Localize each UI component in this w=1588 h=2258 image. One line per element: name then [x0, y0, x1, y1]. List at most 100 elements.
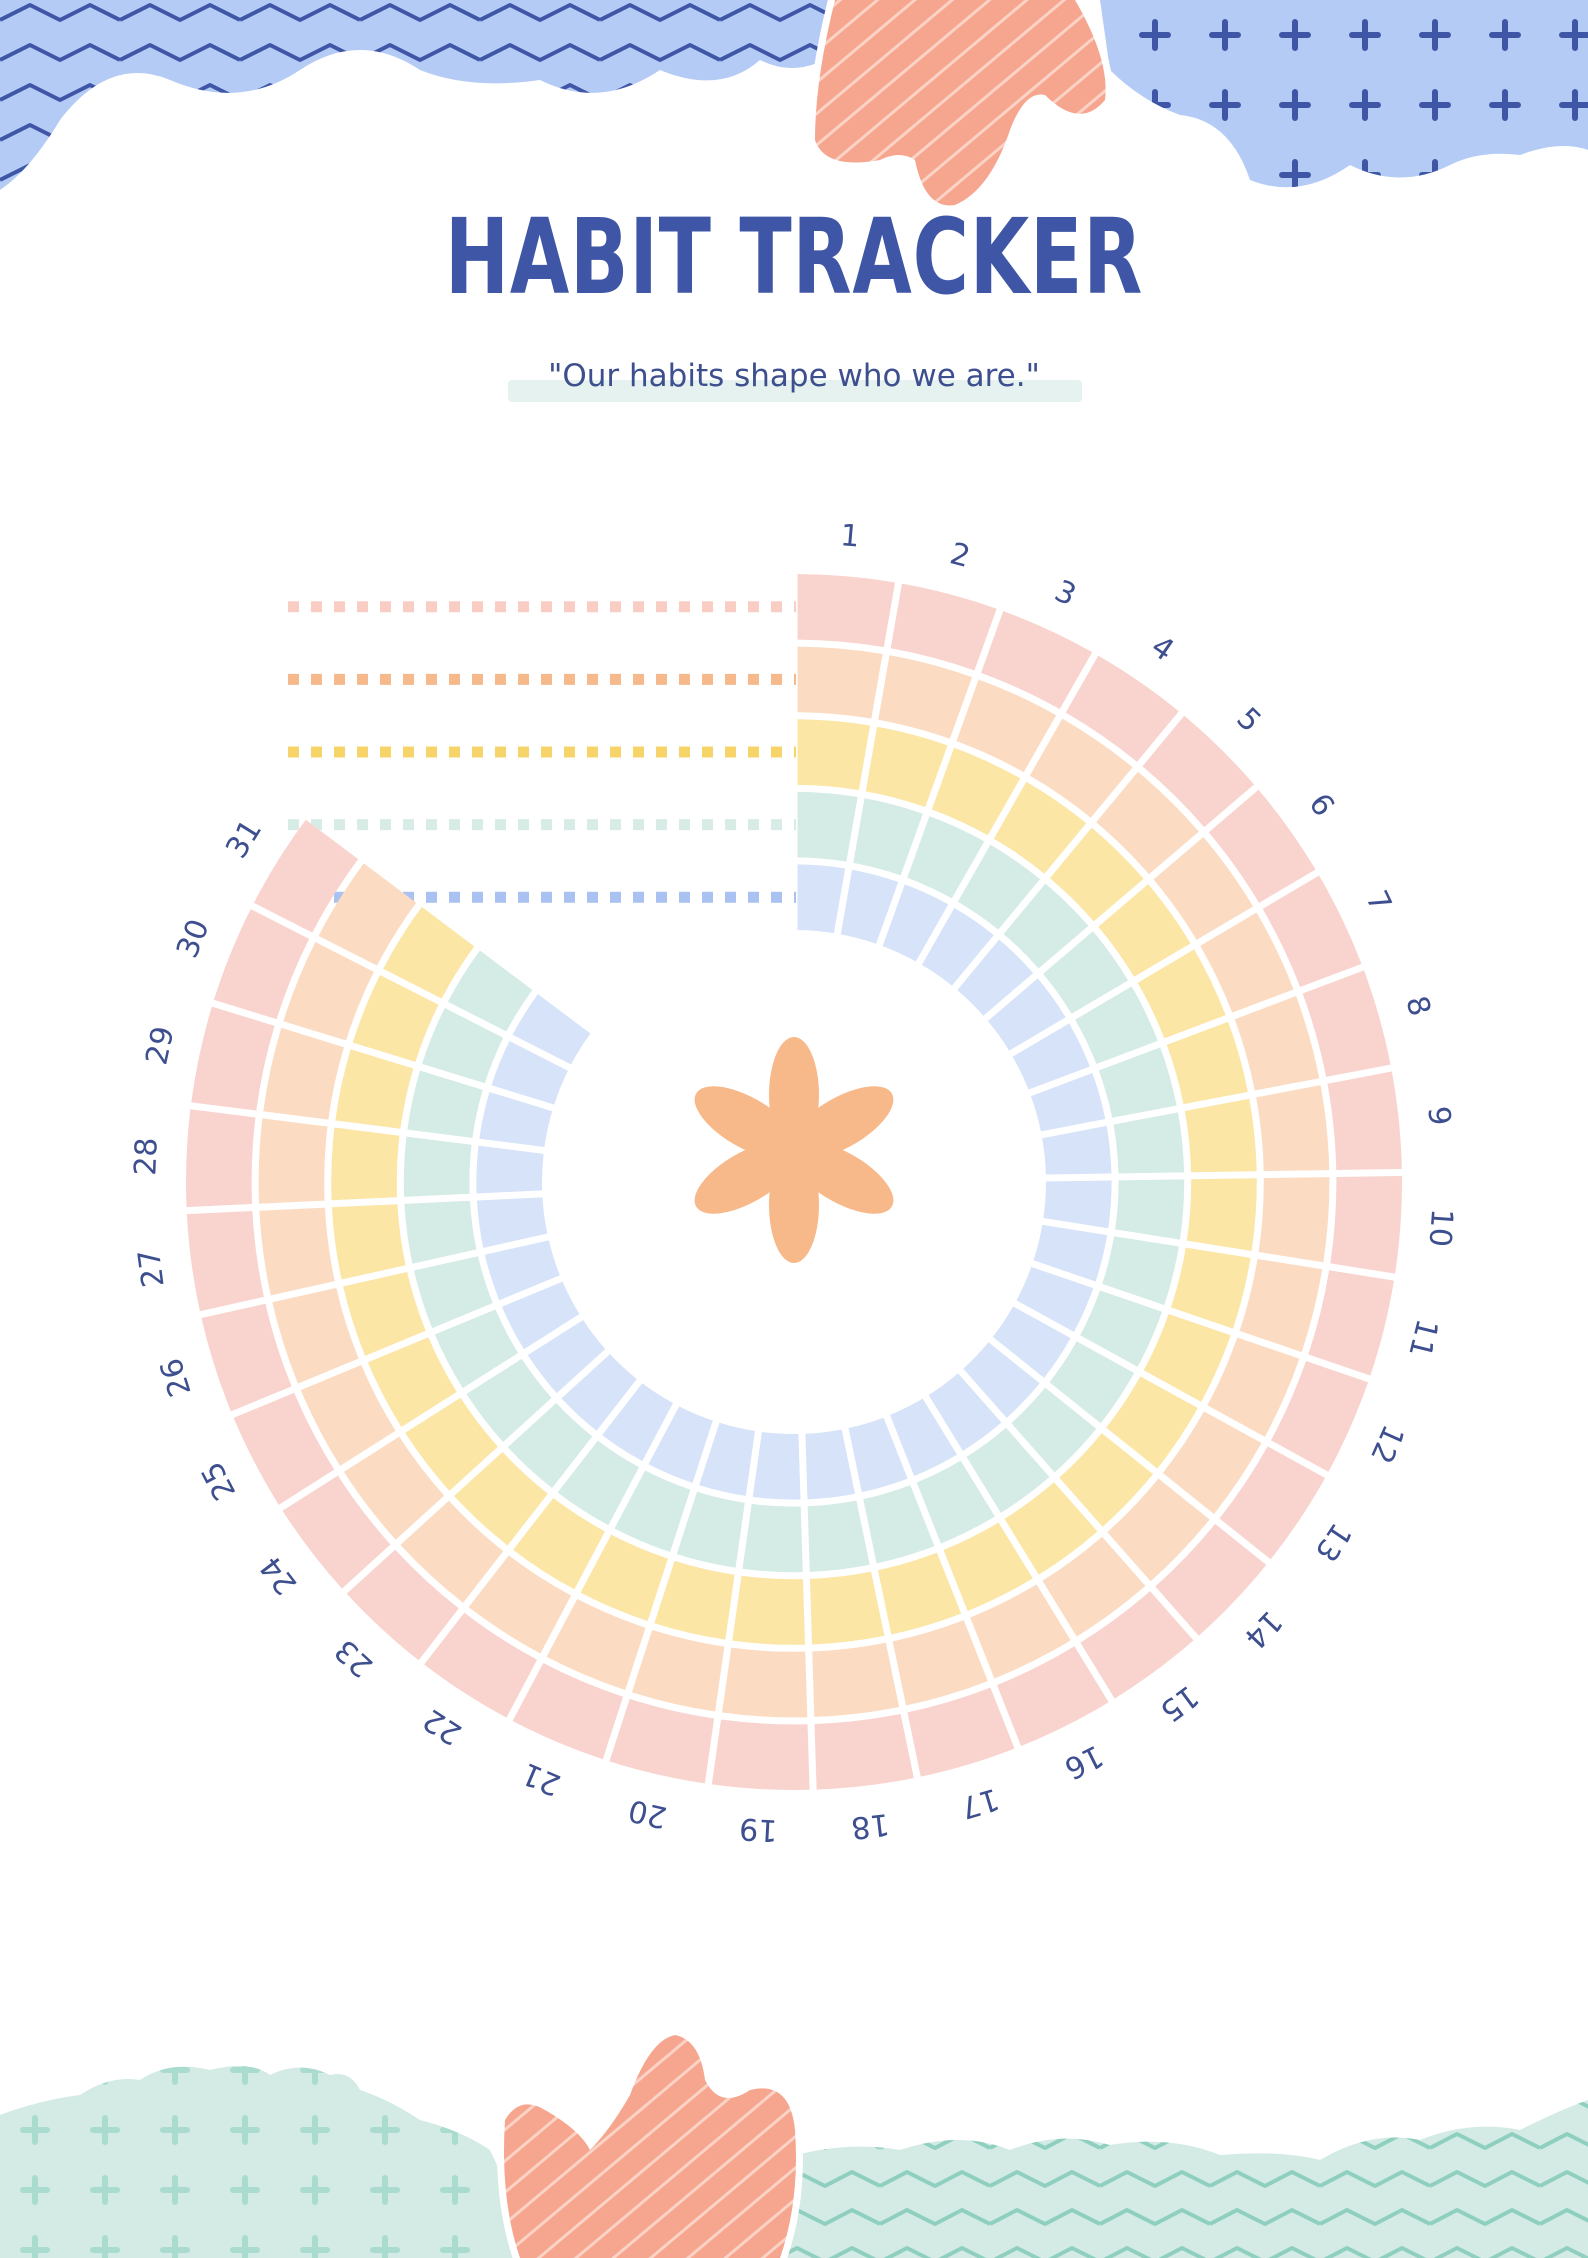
habit-cell-day-3-row-1[interactable] [981, 611, 1093, 710]
habit-cell-day-4-row-2[interactable] [1029, 718, 1133, 818]
habit-cell-day-19-row-3[interactable] [732, 1575, 806, 1645]
habit-cell-day-20-row-4[interactable] [676, 1491, 745, 1568]
habit-cell-day-28-row-1[interactable] [186, 1109, 256, 1208]
habit-cell-day-24-row-1[interactable] [282, 1475, 391, 1589]
habit-cell-day-10-row-3[interactable] [1186, 1178, 1257, 1251]
habit-cell-day-10-row-1[interactable] [1330, 1175, 1402, 1274]
habit-cell-day-29-row-2[interactable] [263, 1027, 344, 1120]
habit-cell-day-31-row-1[interactable] [253, 819, 359, 933]
habit-cell-day-18-row-3[interactable] [809, 1571, 885, 1645]
habit-cell-day-19-row-1[interactable] [711, 1719, 810, 1790]
habit-cell-day-16-row-1[interactable] [996, 1646, 1109, 1747]
habit-cell-day-27-row-3[interactable] [331, 1204, 406, 1280]
habit-cell-day-6-row-2[interactable] [1153, 836, 1254, 940]
habit-cell-day-17-row-4[interactable] [863, 1485, 935, 1564]
habit-cell-day-4-row-1[interactable] [1065, 655, 1179, 762]
habit-cell-day-17-row-2[interactable] [892, 1620, 988, 1706]
habit-cell-day-3-row-3[interactable] [931, 747, 1021, 836]
habit-cell-day-21-row-3[interactable] [580, 1534, 668, 1622]
habit-cell-day-20-row-1[interactable] [609, 1698, 715, 1784]
habit-cell-day-7-row-4[interactable] [1075, 986, 1158, 1064]
habit-cell-day-6-row-4[interactable] [1043, 931, 1129, 1014]
habit-cell-day-7-row-1[interactable] [1262, 875, 1362, 988]
habit-cell-day-8-row-3[interactable] [1166, 1021, 1248, 1105]
habit-cell-day-9-row-4[interactable] [1113, 1112, 1185, 1174]
habit-cell-day-10-row-2[interactable] [1258, 1177, 1330, 1263]
habit-cell-day-3-row-4[interactable] [907, 816, 985, 899]
habit-cell-day-21-row-2[interactable] [546, 1598, 646, 1691]
habit-cell-day-31-row-3[interactable] [383, 906, 475, 999]
habit-cell-day-25-row-1[interactable] [233, 1392, 335, 1505]
habit-cell-day-26-row-1[interactable] [201, 1303, 292, 1412]
habit-cell-day-22-row-1[interactable] [424, 1612, 538, 1718]
habit-cell-day-22-row-3[interactable] [513, 1497, 606, 1590]
habit-cell-day-13-row-5[interactable] [992, 1306, 1071, 1378]
habit-cell-day-19-row-5[interactable] [752, 1431, 801, 1500]
habit-cell-day-20-row-3[interactable] [654, 1560, 735, 1640]
habit-cell-day-15-row-2[interactable] [1042, 1536, 1146, 1637]
habit-cell-day-28-row-4[interactable] [403, 1136, 472, 1197]
habit-cell-day-11-row-3[interactable] [1170, 1247, 1251, 1329]
habit-cell-day-8-row-1[interactable] [1302, 970, 1391, 1077]
habit-cell-day-24-row-2[interactable] [343, 1436, 445, 1540]
habit-cell-day-2-row-5[interactable] [840, 869, 899, 944]
habit-cell-day-11-row-5[interactable] [1033, 1224, 1108, 1282]
habit-cell-day-12-row-1[interactable] [1270, 1361, 1369, 1472]
habit-cell-day-27-row-1[interactable] [186, 1211, 264, 1312]
habit-cell-day-18-row-2[interactable] [812, 1642, 900, 1718]
habit-cell-day-12-row-4[interactable] [1080, 1290, 1163, 1367]
habit-cell-day-19-row-2[interactable] [722, 1647, 808, 1718]
habit-cell-day-11-row-4[interactable] [1102, 1236, 1179, 1306]
habit-cell-day-15-row-4[interactable] [966, 1427, 1050, 1513]
habit-cell-day-12-row-5[interactable] [1016, 1266, 1094, 1332]
habit-cell-day-16-row-5[interactable] [890, 1398, 957, 1476]
habit-cell-day-11-row-1[interactable] [1308, 1270, 1394, 1376]
habit-cell-day-23-row-1[interactable] [346, 1549, 459, 1661]
habit-cell-day-31-row-2[interactable] [318, 863, 417, 966]
habit-cell-day-2-row-1[interactable] [890, 583, 997, 671]
habit-cell-day-9-row-1[interactable] [1327, 1071, 1402, 1170]
habit-cell-day-27-row-4[interactable] [404, 1200, 477, 1264]
habit-cell-day-31-row-5[interactable] [512, 994, 591, 1065]
habit-cell-day-22-row-5[interactable] [602, 1383, 673, 1462]
habit-cell-day-10-row-4[interactable] [1115, 1179, 1185, 1240]
habit-cell-day-26-row-4[interactable] [413, 1256, 493, 1329]
habit-cell-day-23-row-5[interactable] [561, 1354, 637, 1431]
habit-cell-day-14-row-1[interactable] [1155, 1523, 1267, 1636]
habit-cell-day-5-row-3[interactable] [1049, 827, 1144, 922]
habit-cell-day-1-row-3[interactable] [797, 719, 871, 791]
habit-cell-day-9-row-2[interactable] [1256, 1085, 1330, 1172]
habit-cell-day-1-row-2[interactable] [797, 646, 883, 719]
habit-cell-day-21-row-5[interactable] [648, 1406, 713, 1483]
habit-cell-day-22-row-2[interactable] [468, 1555, 572, 1654]
habit-cell-day-24-row-4[interactable] [466, 1358, 552, 1443]
habit-cell-day-2-row-2[interactable] [878, 655, 973, 739]
habit-cell-day-17-row-1[interactable] [907, 1687, 1015, 1777]
habit-cell-day-27-row-2[interactable] [259, 1207, 335, 1296]
habit-cell-day-29-row-3[interactable] [335, 1049, 414, 1129]
habit-cell-day-25-row-5[interactable] [501, 1281, 580, 1350]
habit-cell-day-30-row-2[interactable] [283, 942, 374, 1041]
habit-cell-day-9-row-3[interactable] [1184, 1098, 1257, 1173]
habit-cell-day-2-row-3[interactable] [865, 726, 948, 808]
habit-cell-day-17-row-3[interactable] [877, 1552, 962, 1635]
habit-cell-day-21-row-4[interactable] [614, 1470, 691, 1553]
habit-cell-day-31-row-4[interactable] [447, 950, 533, 1032]
habit-cell-day-8-row-2[interactable] [1234, 996, 1320, 1091]
habit-cell-day-14-row-2[interactable] [1107, 1478, 1210, 1582]
habit-cell-day-6-row-3[interactable] [1098, 884, 1191, 977]
habit-cell-day-20-row-5[interactable] [699, 1422, 756, 1496]
habit-cell-day-29-row-1[interactable] [191, 1006, 275, 1111]
habit-cell-day-23-row-2[interactable] [400, 1500, 504, 1603]
habit-cell-day-5-row-4[interactable] [1003, 883, 1089, 969]
habit-cell-day-20-row-2[interactable] [631, 1629, 725, 1712]
habit-cell-day-22-row-4[interactable] [557, 1440, 640, 1526]
habit-cell-day-2-row-4[interactable] [853, 798, 923, 876]
habit-cell-day-26-row-2[interactable] [272, 1287, 359, 1384]
habit-cell-day-13-row-1[interactable] [1219, 1446, 1326, 1560]
habit-cell-day-10-row-5[interactable] [1043, 1180, 1112, 1229]
habit-cell-day-7-row-3[interactable] [1137, 949, 1226, 1039]
habit-cell-day-26-row-5[interactable] [484, 1240, 560, 1301]
habit-cell-day-8-row-4[interactable] [1098, 1047, 1177, 1118]
habit-cell-day-16-row-3[interactable] [943, 1522, 1033, 1611]
